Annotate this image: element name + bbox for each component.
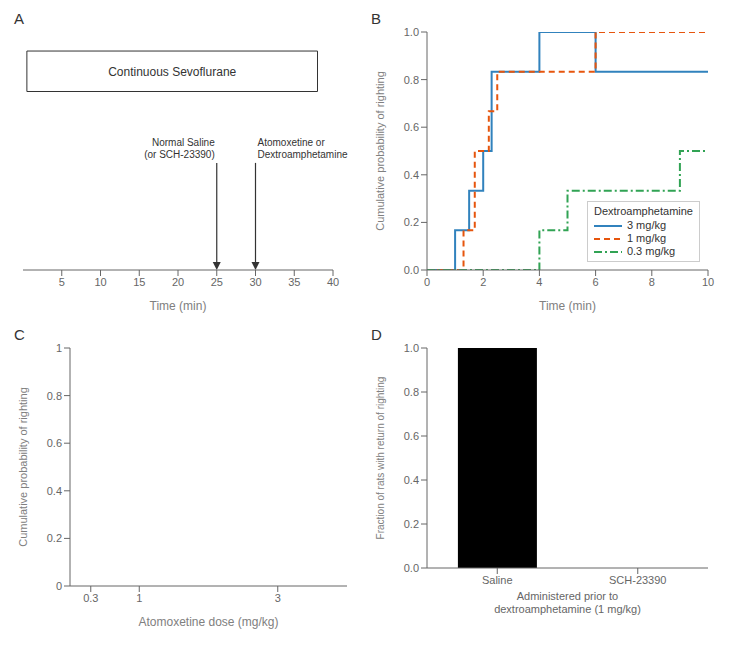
svg-text:35: 35 [288, 276, 300, 288]
html-text:Dextroamphetamine: Dextroamphetamine [593, 205, 693, 217]
svg-text:0.8: 0.8 [404, 74, 419, 86]
svg-text:0.8: 0.8 [404, 386, 419, 398]
svg-text:Time (min): Time (min) [150, 299, 207, 313]
svg-text:20: 20 [172, 276, 184, 288]
svg-text:1: 1 [56, 342, 62, 354]
html-text:0.3 mg/kg: 0.3 mg/kg [626, 245, 676, 257]
svg-text:2: 2 [480, 276, 486, 288]
svg-text:0.0: 0.0 [404, 562, 419, 574]
svg-text:6: 6 [593, 276, 599, 288]
svg-text:Cumulative probability of righ: Cumulative probability of righting [17, 387, 29, 547]
svg-text:40: 40 [327, 276, 339, 288]
html-text:1 mg/kg: 1 mg/kg [626, 232, 667, 244]
html-text:C: C [14, 326, 25, 343]
html-text:3 mg/kg: 3 mg/kg [626, 219, 667, 231]
svg-text:0.6: 0.6 [404, 121, 419, 133]
svg-text:0.3: 0.3 [83, 592, 98, 604]
svg-text:Administered prior todextroamp: Administered prior todextroamphetamine (… [494, 590, 641, 615]
svg-text:8: 8 [649, 276, 655, 288]
svg-text:0.6: 0.6 [47, 437, 62, 449]
svg-text:1.0: 1.0 [404, 26, 419, 38]
svg-text:1.0: 1.0 [404, 342, 419, 354]
svg-text:Saline: Saline [482, 574, 513, 586]
svg-text:0.2: 0.2 [47, 532, 62, 544]
svg-text:10: 10 [94, 276, 106, 288]
svg-text:Time (min): Time (min) [539, 299, 596, 313]
svg-text:0.8: 0.8 [47, 390, 62, 402]
svg-text:Continuous Sevoflurane: Continuous Sevoflurane [108, 65, 236, 79]
svg-text:4: 4 [536, 276, 542, 288]
svg-text:10: 10 [702, 276, 714, 288]
svg-text:Cumulative probability of righ: Cumulative probability of righting [374, 71, 386, 231]
svg-text:0.0: 0.0 [404, 264, 419, 276]
svg-text:3: 3 [275, 592, 281, 604]
svg-text:SCH-23390: SCH-23390 [609, 574, 666, 586]
svg-text:0.4: 0.4 [47, 485, 62, 497]
svg-text:0: 0 [424, 276, 430, 288]
svg-text:Normal Saline(or SCH-23390): Normal Saline(or SCH-23390) [144, 137, 215, 160]
svg-text:Fraction of rats with return o: Fraction of rats with return of righting [375, 377, 386, 540]
svg-text:0.4: 0.4 [404, 474, 419, 486]
html-text:B: B [371, 10, 381, 27]
svg-text:Atomoxetine dose (mg/kg): Atomoxetine dose (mg/kg) [138, 615, 278, 629]
html-text:A: A [14, 10, 24, 27]
svg-text:0.6: 0.6 [404, 430, 419, 442]
svg-text:Atomoxetine orDextroamphetamin: Atomoxetine orDextroamphetamine [258, 137, 348, 160]
html-text:D: D [371, 326, 382, 343]
svg-text:15: 15 [133, 276, 145, 288]
svg-text:0.2: 0.2 [404, 518, 419, 530]
svg-text:30: 30 [249, 276, 261, 288]
svg-text:25: 25 [211, 276, 223, 288]
svg-text:0.4: 0.4 [404, 169, 419, 181]
svg-text:0: 0 [56, 580, 62, 592]
svg-text:0.2: 0.2 [404, 216, 419, 228]
svg-text:5: 5 [59, 276, 65, 288]
svg-text:1: 1 [136, 592, 142, 604]
